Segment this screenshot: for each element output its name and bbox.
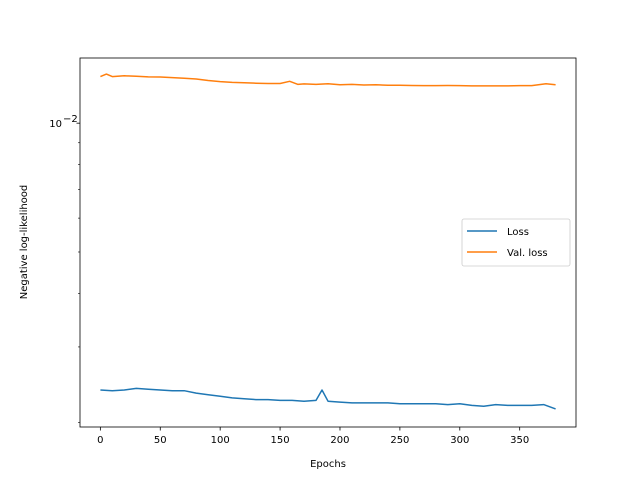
y-tick-label: 10 [49, 119, 62, 130]
legend: Loss Val. loss [461, 218, 571, 267]
x-tick-label: 0 [97, 435, 103, 446]
axes-frame [79, 57, 577, 428]
x-axis-label: Epochs [310, 459, 346, 470]
x-tick-label: 100 [211, 435, 230, 446]
x-tick-label: 50 [154, 435, 167, 446]
plot-lines [100, 73, 556, 410]
series-line-loss [100, 387, 556, 410]
y-tick-label-exponent: −2 [63, 114, 78, 125]
legend-label-val-loss: Val. loss [507, 248, 548, 259]
y-axis-ticks: 10 −2 [49, 114, 80, 423]
x-tick-label: 300 [450, 435, 469, 446]
legend-label-loss: Loss [507, 227, 529, 238]
x-tick-label: 200 [330, 435, 349, 446]
series-line-val-loss [100, 73, 556, 87]
x-tick-label: 250 [390, 435, 409, 446]
y-axis-label: Negative log-likelihood [19, 185, 30, 300]
x-tick-label: 150 [271, 435, 290, 446]
x-tick-label: 350 [510, 435, 529, 446]
x-axis-ticks: 0 50 100 150 200 250 300 350 [97, 427, 529, 446]
